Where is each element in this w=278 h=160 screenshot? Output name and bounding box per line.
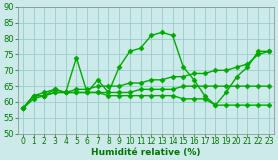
X-axis label: Humidité relative (%): Humidité relative (%): [91, 148, 201, 156]
